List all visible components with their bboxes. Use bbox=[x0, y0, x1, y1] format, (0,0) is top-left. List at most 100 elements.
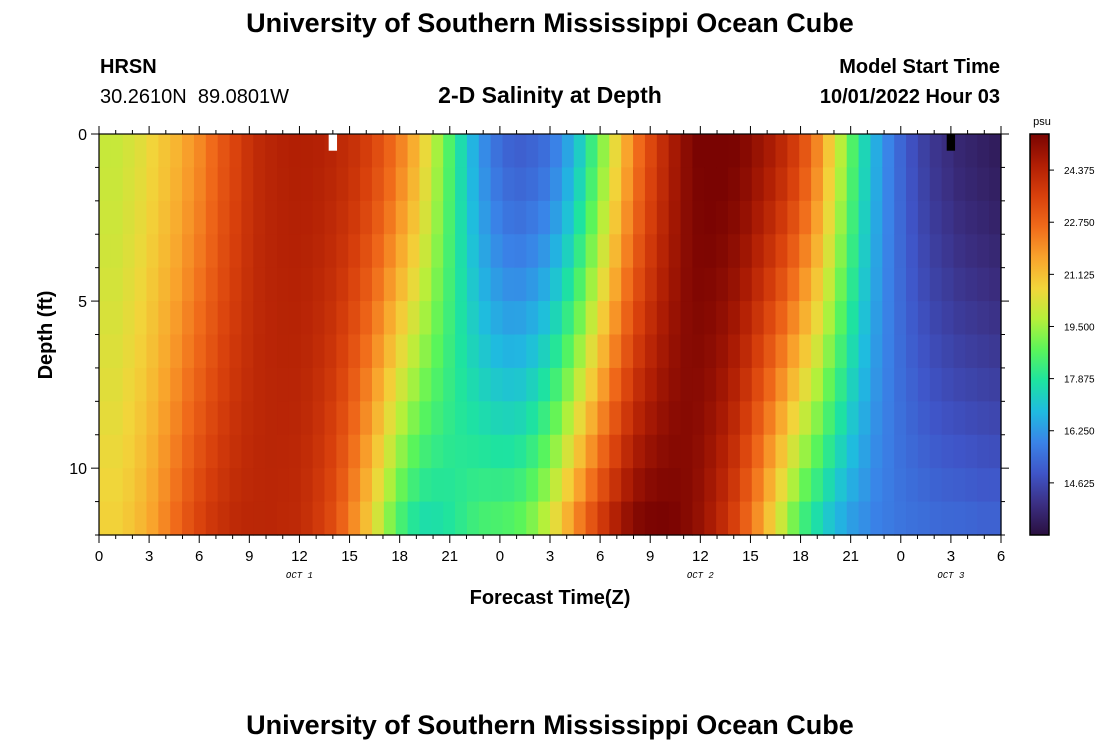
heatmap-cell bbox=[989, 167, 1002, 202]
heatmap-cell bbox=[466, 334, 480, 369]
heatmap-cell bbox=[277, 468, 290, 503]
missing-data-markers bbox=[328, 134, 956, 151]
heatmap-cell bbox=[490, 334, 504, 369]
heatmap-cell bbox=[229, 501, 243, 536]
heatmap-cell bbox=[122, 468, 136, 503]
heatmap-cell bbox=[775, 301, 788, 336]
heatmap-cell bbox=[906, 501, 919, 536]
heatmap-cell bbox=[490, 401, 504, 436]
heatmap-cell bbox=[929, 267, 943, 302]
model-start-label: Model Start Time bbox=[839, 56, 1000, 78]
day-label: OCT 2 bbox=[687, 571, 715, 581]
heatmap-cell bbox=[929, 434, 943, 469]
heatmap-cell bbox=[751, 468, 765, 503]
heatmap-cell bbox=[692, 234, 705, 269]
heatmap-cell bbox=[953, 267, 966, 302]
heatmap-cell bbox=[182, 234, 195, 269]
heatmap-cell bbox=[348, 468, 361, 503]
heatmap-cell bbox=[348, 134, 361, 169]
heatmap-cell bbox=[193, 267, 207, 302]
heatmap-cell bbox=[763, 200, 777, 235]
heatmap-cell bbox=[597, 367, 610, 402]
heatmap-cell bbox=[431, 301, 444, 336]
heatmap-cell bbox=[656, 501, 670, 536]
x-axis-title: Forecast Time(Z) bbox=[470, 587, 631, 609]
heatmap-cell bbox=[597, 434, 610, 469]
heatmap-cell bbox=[146, 334, 159, 369]
heatmap-cell bbox=[265, 401, 278, 436]
heatmap-cell bbox=[253, 401, 266, 436]
heatmap-cell bbox=[466, 167, 480, 202]
heatmap-cell bbox=[609, 434, 622, 469]
heatmap-cell bbox=[787, 434, 800, 469]
heatmap-cell bbox=[288, 501, 302, 536]
heatmap-cell bbox=[158, 434, 171, 469]
heatmap-cell bbox=[419, 367, 432, 402]
heatmap-cell bbox=[728, 434, 741, 469]
heatmap-cell bbox=[822, 434, 836, 469]
heatmap-cell bbox=[882, 367, 895, 402]
heatmap-cell bbox=[834, 200, 848, 235]
x-tick-label: 6 bbox=[596, 548, 604, 565]
heatmap-cell bbox=[870, 200, 883, 235]
heatmap-cell bbox=[822, 468, 836, 503]
heatmap-cell bbox=[526, 401, 539, 436]
heatmap-cell bbox=[633, 401, 646, 436]
heatmap-cell bbox=[953, 167, 966, 202]
heatmap-cell bbox=[811, 501, 824, 536]
heatmap-cell bbox=[550, 134, 563, 169]
heatmap-cell bbox=[170, 234, 183, 269]
heatmap-cell bbox=[146, 301, 159, 336]
heatmap-cell bbox=[870, 134, 883, 169]
heatmap-cell bbox=[870, 401, 883, 436]
heatmap-cell bbox=[443, 301, 456, 336]
heatmap-cell bbox=[989, 501, 1002, 536]
heatmap-cell bbox=[644, 367, 658, 402]
heatmap-cell bbox=[751, 234, 765, 269]
heatmap-cell bbox=[502, 134, 515, 169]
heatmap-cell bbox=[455, 334, 468, 369]
heatmap-cell bbox=[110, 134, 124, 169]
heatmap-cell bbox=[336, 334, 349, 369]
heatmap-cell bbox=[739, 267, 753, 302]
heatmap-cell bbox=[965, 267, 978, 302]
heatmap-cell bbox=[110, 200, 124, 235]
heatmap-cell bbox=[953, 367, 966, 402]
heatmap-cell bbox=[870, 367, 883, 402]
heatmap-cell bbox=[751, 200, 765, 235]
heatmap-cell bbox=[300, 334, 314, 369]
heatmap-cell bbox=[917, 367, 931, 402]
heatmap-cell bbox=[704, 167, 717, 202]
heatmap-cell bbox=[929, 301, 943, 336]
heatmap-cell bbox=[965, 468, 978, 503]
heatmap-cell bbox=[478, 301, 492, 336]
heatmap-cell bbox=[739, 434, 753, 469]
heatmap-cell bbox=[787, 167, 800, 202]
heatmap-cell bbox=[348, 401, 361, 436]
heatmap-cell bbox=[965, 501, 978, 536]
heatmap-cell bbox=[787, 234, 800, 269]
heatmap-cell bbox=[609, 401, 622, 436]
heatmap-cell bbox=[205, 267, 219, 302]
heatmap-cell bbox=[110, 434, 124, 469]
heatmap-cell bbox=[763, 401, 777, 436]
heatmap-cell bbox=[846, 301, 860, 336]
heatmap-cell bbox=[122, 401, 136, 436]
heatmap-cell bbox=[324, 334, 337, 369]
heatmap-cell bbox=[763, 367, 777, 402]
heatmap-cell bbox=[953, 401, 966, 436]
heatmap-cell bbox=[110, 367, 124, 402]
heatmap-cell bbox=[929, 401, 943, 436]
heatmap-cell bbox=[193, 301, 207, 336]
heatmap-cell bbox=[336, 167, 349, 202]
heatmap-cell bbox=[811, 367, 824, 402]
heatmap-cell bbox=[312, 401, 326, 436]
heatmap-cell bbox=[822, 167, 836, 202]
heatmap-cell bbox=[312, 468, 326, 503]
heatmap-cell bbox=[288, 468, 302, 503]
heatmap-cell bbox=[917, 267, 931, 302]
heatmap-cell bbox=[906, 301, 919, 336]
heatmap-cell bbox=[253, 434, 266, 469]
heatmap-cell bbox=[550, 401, 563, 436]
heatmap-cell bbox=[360, 267, 373, 302]
